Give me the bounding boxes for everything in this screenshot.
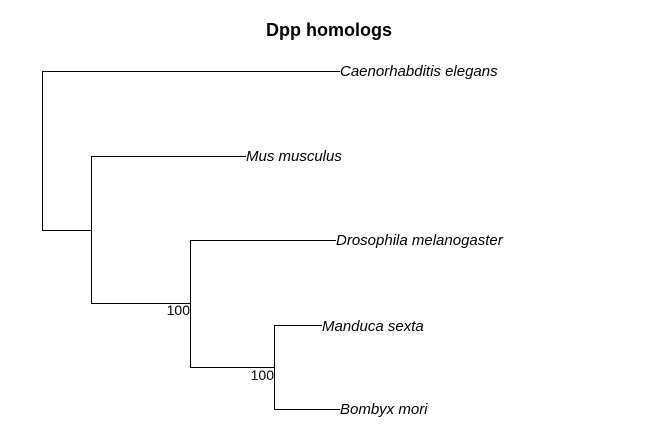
support-value-clade-b: 100 bbox=[167, 302, 191, 318]
leaf-label-bombyx-mori: Bombyx mori bbox=[340, 401, 428, 418]
leaf-label-mus-musculus: Mus musculus bbox=[246, 148, 342, 165]
leaf-label-drosophila-melanogaster: Drosophila melanogaster bbox=[336, 232, 504, 249]
leaf-label-manduca-sexta: Manduca sexta bbox=[322, 318, 424, 335]
support-value-clade-c: 100 bbox=[251, 367, 275, 383]
leaf-label-caenorhabditis-elegans: Caenorhabditis elegans bbox=[340, 63, 498, 80]
tree-title: Dpp homologs bbox=[266, 20, 392, 40]
